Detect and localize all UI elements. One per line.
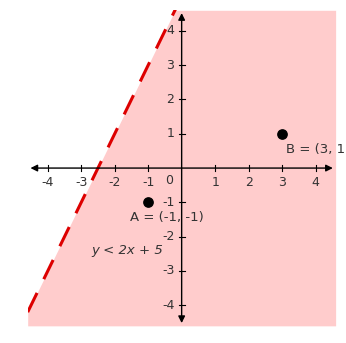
Text: -4: -4	[42, 176, 54, 189]
Text: 1: 1	[166, 127, 174, 140]
Text: 1: 1	[211, 176, 219, 189]
Text: 0: 0	[165, 174, 173, 187]
Text: -2: -2	[109, 176, 121, 189]
Text: -4: -4	[162, 299, 174, 312]
Text: y < 2x + 5: y < 2x + 5	[91, 244, 163, 257]
Text: A = (-1, -1): A = (-1, -1)	[130, 211, 203, 224]
Text: 3: 3	[166, 59, 174, 72]
Text: 4: 4	[312, 176, 319, 189]
Text: -1: -1	[142, 176, 154, 189]
Text: -1: -1	[162, 196, 174, 209]
Point	[145, 200, 151, 205]
Text: 2: 2	[245, 176, 253, 189]
Text: -3: -3	[162, 264, 174, 277]
Text: 2: 2	[166, 93, 174, 106]
Point	[279, 131, 285, 137]
Text: 3: 3	[278, 176, 286, 189]
Text: B = (3, 1): B = (3, 1)	[286, 143, 346, 156]
Text: 4: 4	[166, 24, 174, 37]
Text: -3: -3	[75, 176, 88, 189]
Text: -2: -2	[162, 230, 174, 243]
